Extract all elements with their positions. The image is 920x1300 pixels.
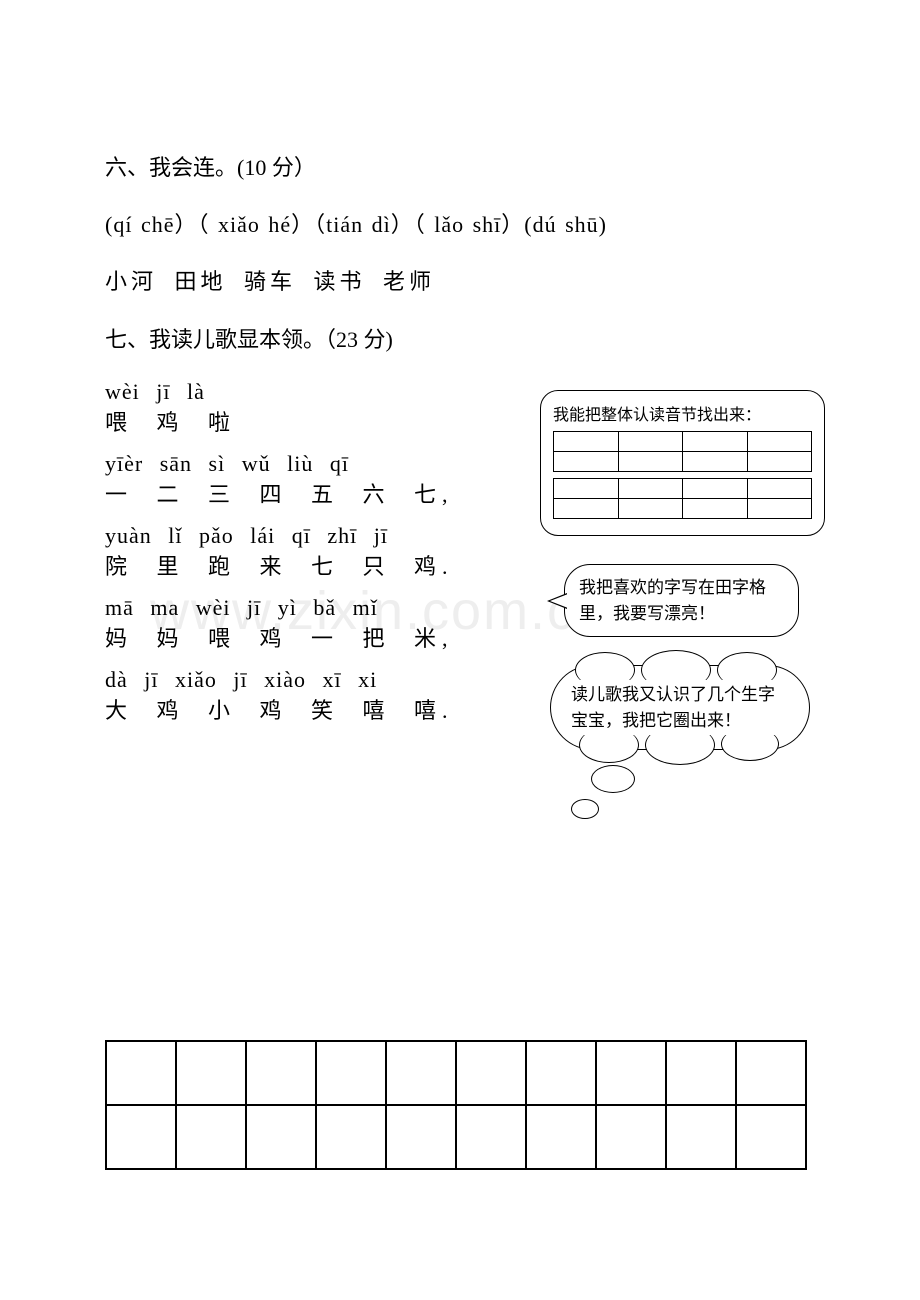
writing-grid — [105, 1040, 807, 1170]
poem-pinyin: yīèr sān sì wǔ liù qī — [105, 451, 815, 477]
thought-dot-icon — [571, 799, 599, 819]
poem-stanza-1: yīèr sān sì wǔ liù qī 一 二 三 四 五 六 七, — [105, 451, 815, 509]
cloud-text: 读儿歌我又认识了几个生字宝宝，我把它圈出来！ — [569, 680, 791, 735]
table-row — [106, 1105, 806, 1169]
poem-pinyin: wèi jī là — [105, 379, 815, 405]
poem-chinese: 院 里 跑 来 七 只 鸡. — [105, 549, 815, 581]
poem-pinyin: mā ma wèi jī yì bǎ mǐ — [105, 595, 815, 621]
q6-title: 六、我会连。(10 分） — [105, 150, 815, 185]
q6-pinyin-row: (qí chē）（ xiǎo hé）（tián dì）（ lǎo shī）(dú… — [105, 207, 815, 242]
poem-stanza-0: wèi jī là 喂 鸡 啦 — [105, 379, 815, 437]
page-content: 六、我会连。(10 分） (qí chē）（ xiǎo hé）（tián dì）… — [105, 150, 815, 725]
poem-pinyin: yuàn lǐ pǎo lái qī zhī jī — [105, 523, 815, 549]
q7-title: 七、我读儿歌显本领。（23 分) — [105, 322, 815, 357]
poem-chinese: 妈 妈 喂 鸡 一 把 米, — [105, 621, 815, 653]
poem-stanza-2: yuàn lǐ pǎo lái qī zhī jī 院 里 跑 来 七 只 鸡. — [105, 523, 815, 581]
poem-stanza-3: mā ma wèi jī yì bǎ mǐ 妈 妈 喂 鸡 一 把 米, — [105, 595, 815, 653]
thought-dot-icon — [591, 765, 635, 793]
poem-chinese: 喂 鸡 啦 — [105, 405, 815, 437]
poem-chinese: 一 二 三 四 五 六 七, — [105, 477, 815, 509]
table-row — [106, 1041, 806, 1105]
q6-chinese-row: 小河 田地 骑车 读书 老师 — [105, 264, 815, 299]
